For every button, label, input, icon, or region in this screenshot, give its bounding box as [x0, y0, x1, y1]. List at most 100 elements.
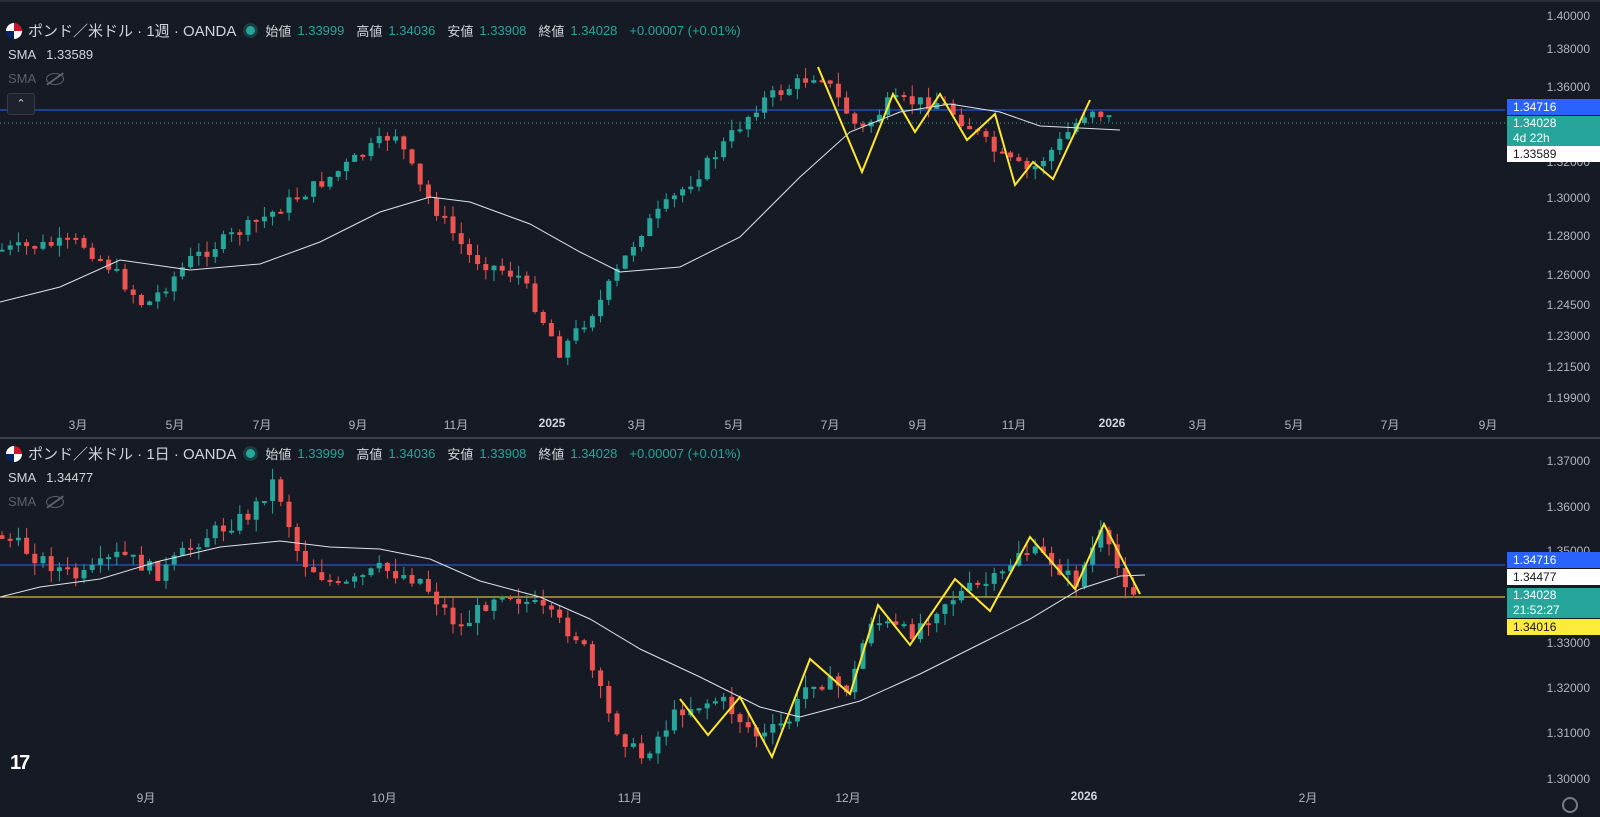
- weekly-candle-body: [1032, 166, 1038, 170]
- weekly-chart-canvas[interactable]: [0, 2, 1600, 437]
- daily-candle-body: [253, 501, 259, 520]
- weekly-candle-body: [540, 311, 546, 323]
- last-price-tag: 1.34028 21:52:27: [1507, 588, 1600, 618]
- daily-candle-body: [680, 709, 686, 716]
- weekly-candle-body: [639, 236, 645, 247]
- daily-candle-body: [442, 604, 448, 608]
- daily-candle-body: [40, 556, 46, 564]
- daily-time-tick: 9月: [136, 791, 156, 805]
- weekly-candle-body: [302, 196, 308, 200]
- weekly-time-tick: 5月: [165, 418, 185, 432]
- bar-countdown: 21:52:27: [1513, 603, 1560, 617]
- weekly-time-tick: 7月: [252, 418, 272, 432]
- weekly-candle-body: [680, 189, 686, 196]
- daily-candle-body: [622, 734, 628, 747]
- market-open-status-icon: [246, 26, 256, 35]
- daily-candle-body: [1098, 529, 1104, 548]
- daily-candle-body: [294, 527, 300, 552]
- daily-price-tick: 1.32000: [1546, 681, 1590, 695]
- daily-candle-body: [188, 547, 194, 550]
- sma-hidden-indicator-legend[interactable]: SMA: [8, 71, 65, 86]
- sma-hidden-indicator-legend[interactable]: SMA: [8, 494, 65, 509]
- daily-candle-body: [753, 727, 759, 737]
- last-price-value: 1.34028: [1513, 588, 1557, 602]
- weekly-candle-body: [753, 112, 759, 117]
- weekly-candle-body: [1016, 157, 1022, 161]
- tradingview-logo[interactable]: 17: [10, 752, 30, 774]
- daily-candle-body: [532, 600, 538, 603]
- weekly-candle-body: [557, 336, 563, 358]
- ohlc-open-value: 1.33999: [297, 23, 345, 38]
- weekly-candle-body: [926, 97, 932, 109]
- eye-hidden-icon[interactable]: [46, 495, 65, 508]
- ohlc-high-value: 1.34036: [388, 446, 436, 461]
- ohlc-low-label: 安値: [447, 24, 474, 39]
- ohlc-high-value: 1.34036: [388, 23, 436, 38]
- weekly-candle-body: [507, 270, 513, 277]
- weekly-candle-body: [40, 241, 46, 249]
- weekly-candle-body: [1065, 132, 1071, 139]
- weekly-candle-body: [778, 90, 784, 95]
- ohlc-change-value: +0.00007 (+0.01%): [629, 446, 741, 461]
- weekly-time-tick: 2026: [1098, 416, 1126, 430]
- daily-candle-body: [212, 525, 218, 539]
- weekly-time-tick: 11月: [1001, 418, 1027, 432]
- daily-candle-body: [655, 736, 661, 754]
- daily-time-tick: 2月: [1298, 791, 1318, 805]
- daily-candle-body: [786, 721, 792, 724]
- sma-value: 1.34477: [46, 470, 94, 485]
- weekly-candle-body: [688, 186, 694, 190]
- weekly-candle-body: [598, 299, 604, 317]
- daily-candle-body: [835, 676, 841, 686]
- daily-chart-canvas[interactable]: [0, 439, 1600, 817]
- daily-candle-body: [466, 622, 472, 627]
- daily-candle-body: [352, 576, 358, 582]
- daily-symbol-title[interactable]: ポンド／米ドル · 1日 · OANDA: [28, 446, 237, 463]
- daily-candle-body: [7, 538, 13, 541]
- weekly-candle-body: [983, 131, 989, 137]
- weekly-candle-body: [721, 141, 727, 158]
- weekly-time-tick: 7月: [820, 418, 840, 432]
- weekly-time-tick: 9月: [348, 418, 368, 432]
- weekly-price-tick: 1.40000: [1546, 9, 1590, 23]
- daily-candle-body: [606, 685, 612, 714]
- weekly-candle-body: [450, 216, 456, 234]
- daily-chart-pane[interactable]: ポンド／米ドル · 1日 · OANDA 始値 1.33999 高値 1.34036…: [0, 439, 1600, 817]
- sma-indicator-legend[interactable]: SMA 1.33589: [8, 47, 93, 62]
- weekly-price-tick: 1.21500: [1546, 360, 1590, 374]
- daily-candle-body: [1114, 544, 1120, 569]
- daily-candle-body: [794, 698, 800, 722]
- weekly-candle-body: [294, 197, 300, 200]
- daily-candle-body: [819, 686, 825, 690]
- daily-candle-body: [844, 685, 850, 693]
- sma-label: SMA: [8, 47, 37, 62]
- settings-gear-icon[interactable]: [1562, 797, 1578, 813]
- weekly-candle-body: [852, 113, 858, 124]
- weekly-candle-body: [786, 88, 792, 95]
- weekly-candle-body: [352, 154, 358, 162]
- weekly-candle-body: [384, 136, 390, 141]
- sma-indicator-legend[interactable]: SMA 1.34477: [8, 470, 93, 485]
- sma-value: 1.33589: [46, 47, 94, 62]
- weekly-price-tick: 1.38000: [1546, 42, 1590, 56]
- collapse-legend-button[interactable]: ⌃: [7, 93, 35, 115]
- daily-candle-body: [737, 714, 743, 723]
- daily-candle-body: [48, 556, 54, 572]
- eye-hidden-icon[interactable]: [46, 72, 65, 85]
- daily-candle-body: [286, 501, 292, 528]
- daily-candle-body: [827, 676, 833, 690]
- daily-candle-body: [721, 696, 727, 702]
- daily-candle-body: [934, 613, 940, 624]
- last-price-value: 1.34028: [1513, 116, 1557, 130]
- weekly-candle-body: [24, 242, 30, 247]
- weekly-chart-pane[interactable]: ポンド／米ドル · 1週 · OANDA 始値 1.33999 高値 1.34036…: [0, 0, 1600, 437]
- weekly-time-tick: 5月: [724, 418, 744, 432]
- daily-candle-body: [319, 572, 325, 580]
- weekly-candle-body: [606, 280, 612, 300]
- ohlc-open-value: 1.33999: [297, 446, 345, 461]
- weekly-time-tick: 11月: [443, 418, 469, 432]
- weekly-candle-body: [1024, 160, 1030, 170]
- pane-separator[interactable]: [0, 437, 1600, 439]
- last-price-tag: 1.34028 4d 22h: [1507, 116, 1600, 146]
- weekly-symbol-title[interactable]: ポンド／米ドル · 1週 · OANDA: [28, 23, 237, 40]
